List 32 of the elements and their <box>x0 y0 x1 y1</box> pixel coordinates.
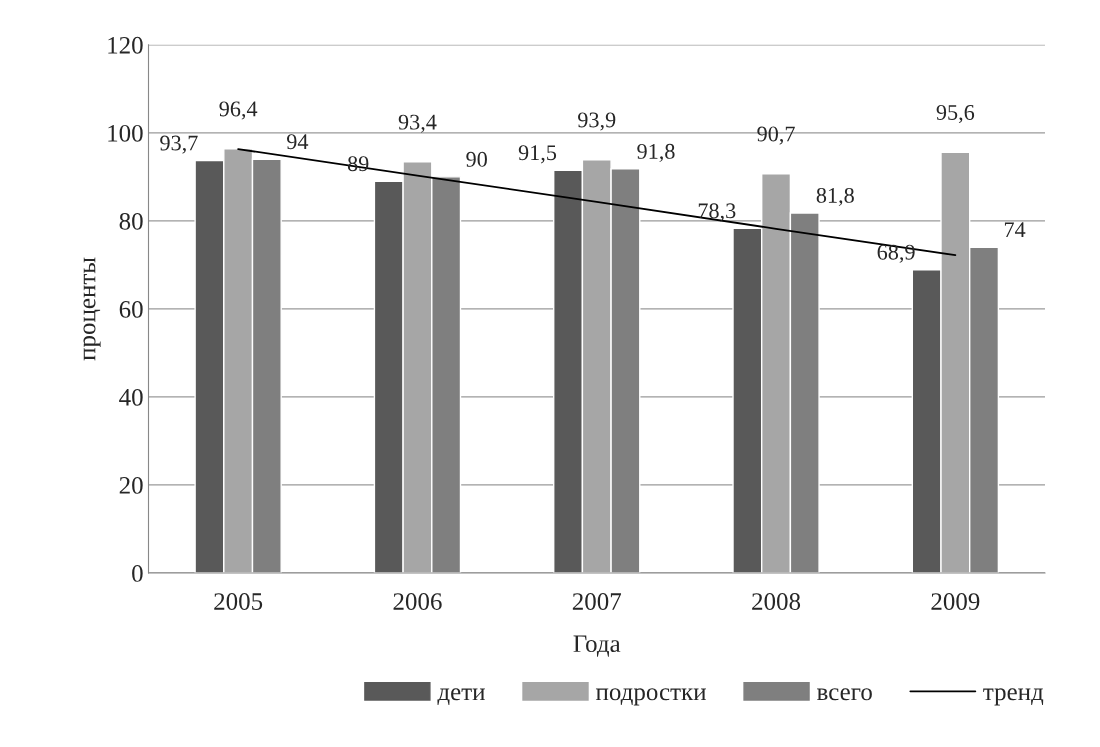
legend-label: подростки <box>595 688 706 706</box>
data-label: 81,8 <box>816 187 854 207</box>
legend-label: тренд <box>983 688 1044 706</box>
legend-label: дети <box>437 688 485 705</box>
data-label: 90,7 <box>757 126 795 145</box>
data-label: 93,7 <box>160 135 198 154</box>
data-label: 78,3 <box>698 203 736 222</box>
y-tick-label: 80 <box>119 212 143 230</box>
x-tick-label: 2005 <box>214 593 263 610</box>
data-label: 74 <box>1004 222 1026 237</box>
data-label: 93,4 <box>398 114 437 133</box>
y-tick-label: 120 <box>108 36 143 54</box>
y-tick-label: 20 <box>119 476 143 494</box>
y-axis-title: проценты <box>83 257 101 361</box>
data-label: 96,4 <box>219 101 258 120</box>
y-tick-label: 0 <box>132 565 143 582</box>
y-tick-label: 60 <box>119 300 143 318</box>
x-tick-label: 2007 <box>572 593 622 610</box>
data-label: 93,9 <box>578 112 616 131</box>
data-label: 95,6 <box>936 104 975 124</box>
data-label: 91,8 <box>637 143 675 163</box>
x-tick-label: 2006 <box>393 593 442 610</box>
data-label: 94 <box>287 134 309 150</box>
legend-label: всего <box>817 688 872 701</box>
x-tick-label: 2008 <box>752 593 801 610</box>
x-axis-title: Года <box>573 635 621 657</box>
x-tick-label: 2009 <box>931 593 980 610</box>
data-label: 68,9 <box>877 244 915 263</box>
y-tick-label: 40 <box>119 388 143 406</box>
data-label: 91,5 <box>518 145 557 164</box>
data-label: 90 <box>466 151 487 167</box>
y-tick-label: 100 <box>108 124 143 142</box>
